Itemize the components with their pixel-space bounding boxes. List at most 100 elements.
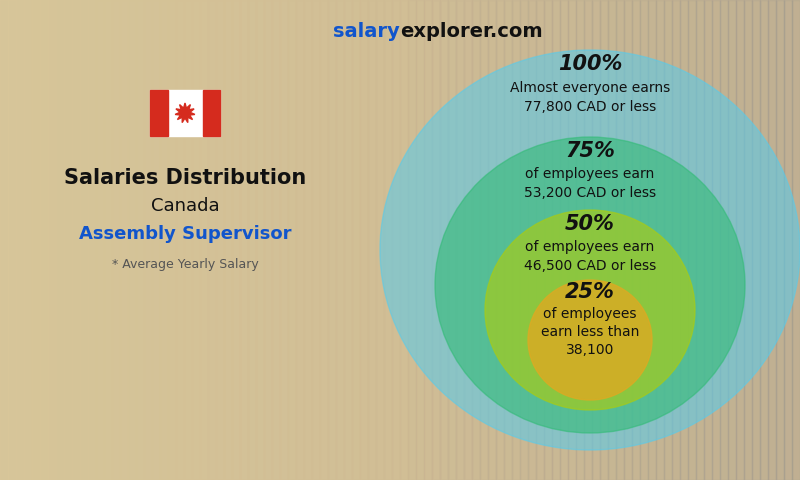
Bar — [120, 0, 128, 480]
Bar — [776, 0, 784, 480]
Bar — [688, 0, 696, 480]
Bar — [712, 0, 720, 480]
Bar — [272, 0, 280, 480]
Bar — [696, 0, 704, 480]
Bar — [216, 0, 224, 480]
Bar — [704, 0, 712, 480]
Bar — [160, 0, 168, 480]
Bar — [416, 0, 424, 480]
Bar — [600, 0, 608, 480]
Bar — [464, 0, 472, 480]
Text: 75%: 75% — [565, 141, 615, 161]
Text: 38,100: 38,100 — [566, 343, 614, 357]
Bar — [8, 0, 16, 480]
Bar — [672, 0, 680, 480]
Bar — [24, 0, 32, 480]
Bar — [304, 0, 312, 480]
Bar — [480, 0, 488, 480]
Bar — [480, 0, 488, 480]
Bar — [560, 0, 568, 480]
Bar — [488, 0, 496, 480]
Bar — [424, 0, 432, 480]
Bar — [752, 0, 760, 480]
Bar — [16, 0, 24, 480]
Bar — [152, 0, 160, 480]
Text: Assembly Supervisor: Assembly Supervisor — [78, 225, 291, 243]
Bar — [720, 0, 728, 480]
Bar — [744, 0, 752, 480]
Bar — [656, 0, 664, 480]
Bar — [384, 0, 392, 480]
Bar — [640, 0, 648, 480]
Bar — [552, 0, 560, 480]
Bar — [464, 0, 472, 480]
Bar — [296, 0, 304, 480]
Bar — [208, 0, 216, 480]
Bar — [376, 0, 384, 480]
Bar — [104, 0, 112, 480]
Bar — [280, 0, 288, 480]
Bar — [112, 0, 120, 480]
Bar — [392, 0, 400, 480]
Bar — [240, 0, 248, 480]
Bar — [544, 0, 552, 480]
Bar — [128, 0, 136, 480]
Bar — [440, 0, 448, 480]
Text: Salaries Distribution: Salaries Distribution — [64, 168, 306, 188]
Text: explorer.com: explorer.com — [400, 22, 542, 41]
Bar — [736, 0, 744, 480]
Bar — [744, 0, 752, 480]
Bar — [456, 0, 464, 480]
Bar — [200, 0, 208, 480]
Bar — [72, 0, 80, 480]
Bar — [288, 0, 296, 480]
Text: earn less than: earn less than — [541, 325, 639, 339]
Bar — [232, 0, 240, 480]
Bar — [496, 0, 504, 480]
Bar — [632, 0, 640, 480]
Bar — [688, 0, 696, 480]
Bar — [504, 0, 512, 480]
Bar — [792, 0, 800, 480]
Bar — [512, 0, 520, 480]
Bar — [432, 0, 440, 480]
Bar — [496, 0, 504, 480]
Bar — [544, 0, 552, 480]
Ellipse shape — [485, 210, 695, 410]
Bar — [472, 0, 480, 480]
Bar — [168, 0, 176, 480]
Bar — [680, 0, 688, 480]
Bar — [416, 0, 424, 480]
Bar — [608, 0, 616, 480]
Bar — [248, 0, 256, 480]
Bar — [704, 0, 712, 480]
Bar — [712, 0, 720, 480]
Text: of employees earn: of employees earn — [526, 167, 654, 181]
Bar — [32, 0, 40, 480]
Bar — [608, 0, 616, 480]
Bar — [584, 0, 592, 480]
Bar — [640, 0, 648, 480]
Bar — [528, 0, 536, 480]
Bar — [728, 0, 736, 480]
Text: Almost everyone earns: Almost everyone earns — [510, 81, 670, 95]
Bar — [224, 0, 232, 480]
Ellipse shape — [528, 280, 652, 400]
Text: * Average Yearly Salary: * Average Yearly Salary — [112, 258, 258, 271]
Bar — [150, 90, 220, 136]
Bar — [256, 0, 264, 480]
Polygon shape — [175, 103, 195, 122]
Bar — [632, 0, 640, 480]
Bar — [648, 0, 656, 480]
Bar — [184, 0, 192, 480]
Bar — [344, 0, 352, 480]
Bar — [600, 0, 608, 480]
Bar — [624, 0, 632, 480]
Bar — [144, 0, 152, 480]
Bar — [0, 0, 8, 480]
Bar — [720, 0, 728, 480]
Bar — [424, 0, 432, 480]
Bar — [192, 0, 200, 480]
Bar — [48, 0, 56, 480]
Bar — [784, 0, 792, 480]
